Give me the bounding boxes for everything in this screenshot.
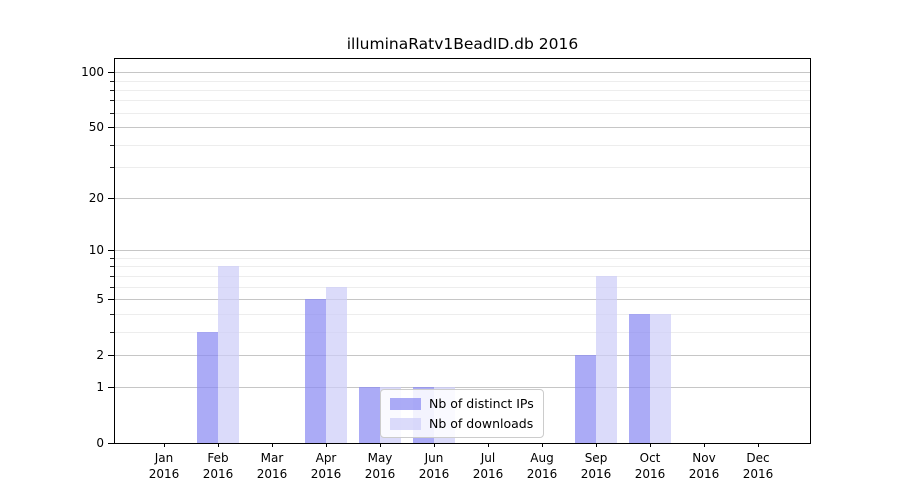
plot-area: Nb of distinct IPs Nb of downloads <box>114 58 811 444</box>
ytick-mark-minor-7 <box>110 275 114 277</box>
gridline-2 <box>115 354 810 356</box>
legend-swatch-downloads <box>390 417 421 430</box>
ytick-mark-minor-6 <box>110 286 114 288</box>
xtick-mark-nov <box>704 443 705 447</box>
xtick-label-jun: Jun 2016 <box>418 451 450 481</box>
legend-label-distinct-ips: Nb of distinct IPs <box>429 396 534 411</box>
ytick-label-0: 0 <box>96 436 104 450</box>
ytick-mark-minor-30 <box>110 167 114 169</box>
xtick-mark-jul <box>488 443 489 447</box>
gridline-minor-3 <box>115 331 810 333</box>
gridline-100 <box>115 72 810 74</box>
gridline-50 <box>115 127 810 129</box>
gridline-10 <box>115 250 810 252</box>
ytick-mark-5 <box>108 299 114 301</box>
legend-swatch-distinct-ips <box>390 397 421 410</box>
xtick-label-jul: Jul 2016 <box>472 451 504 481</box>
ytick-mark-minor-70 <box>110 100 114 102</box>
chart-title: illuminaRatv1BeadID.db 2016 <box>346 35 579 53</box>
ytick-label-5: 5 <box>96 292 104 307</box>
xtick-mark-oct <box>650 443 651 447</box>
bar-nb-of-distinct-ips-feb <box>197 331 218 443</box>
xtick-mark-may <box>380 443 381 447</box>
gridline-minor-30 <box>115 167 810 169</box>
legend-label-downloads: Nb of downloads <box>429 416 534 431</box>
xtick-mark-dec <box>758 443 759 447</box>
ytick-label-10: 10 <box>88 243 104 258</box>
xtick-label-oct: Oct 2016 <box>634 451 666 481</box>
gridline-minor-40 <box>115 144 810 146</box>
ytick-mark-1 <box>108 387 114 389</box>
ytick-mark-minor-9 <box>110 257 114 259</box>
legend-item-distinct-ips: Nb of distinct IPs <box>390 396 534 411</box>
bar-nb-of-distinct-ips-apr <box>305 299 326 443</box>
xtick-mark-apr <box>326 443 327 447</box>
ytick-mark-2 <box>108 354 114 356</box>
ytick-mark-minor-90 <box>110 80 114 82</box>
xtick-label-jan: Jan 2016 <box>148 451 180 481</box>
xtick-mark-feb <box>218 443 219 447</box>
bar-nb-of-distinct-ips-oct <box>629 313 650 443</box>
bar-nb-of-downloads-feb <box>218 266 239 443</box>
ytick-mark-0 <box>108 443 114 444</box>
ytick-mark-20 <box>108 198 114 200</box>
ytick-label-100: 100 <box>81 65 104 80</box>
xtick-mark-jan <box>164 443 165 447</box>
bar-nb-of-downloads-apr <box>326 286 347 443</box>
ytick-mark-minor-8 <box>110 266 114 268</box>
gridline-minor-9 <box>115 257 810 259</box>
gridline-minor-8 <box>115 266 810 268</box>
ytick-mark-10 <box>108 250 114 252</box>
xtick-mark-jun <box>434 443 435 447</box>
gridline-minor-90 <box>115 80 810 82</box>
xtick-label-may: May 2016 <box>364 451 396 481</box>
xtick-mark-aug <box>542 443 543 447</box>
gridline-20 <box>115 198 810 200</box>
gridline-minor-4 <box>115 313 810 315</box>
ytick-label-20: 20 <box>88 191 104 206</box>
xtick-label-mar: Mar 2016 <box>256 451 288 481</box>
legend-item-downloads: Nb of downloads <box>390 416 534 431</box>
ytick-mark-minor-60 <box>110 112 114 114</box>
xtick-mark-sep <box>596 443 597 447</box>
gridline-minor-70 <box>115 100 810 102</box>
ytick-mark-50 <box>108 127 114 129</box>
ytick-label-1: 1 <box>96 380 104 395</box>
bar-nb-of-distinct-ips-sep <box>575 354 596 443</box>
xtick-label-feb: Feb 2016 <box>202 451 234 481</box>
gridline-minor-80 <box>115 89 810 91</box>
ytick-mark-100 <box>108 72 114 74</box>
ytick-mark-minor-4 <box>110 313 114 315</box>
xtick-label-apr: Apr 2016 <box>310 451 342 481</box>
xtick-label-aug: Aug 2016 <box>526 451 558 481</box>
gridline-minor-6 <box>115 286 810 288</box>
gridline-5 <box>115 299 810 301</box>
xtick-label-dec: Dec 2016 <box>742 451 774 481</box>
bar-nb-of-downloads-oct <box>650 313 671 443</box>
ytick-mark-minor-3 <box>110 331 114 333</box>
xtick-mark-mar <box>272 443 273 447</box>
ytick-mark-minor-80 <box>110 89 114 91</box>
bar-nb-of-distinct-ips-may <box>359 387 380 443</box>
gridline-minor-7 <box>115 275 810 277</box>
gridline-minor-60 <box>115 112 810 114</box>
xtick-label-nov: Nov 2016 <box>688 451 720 481</box>
bar-nb-of-downloads-sep <box>596 275 617 443</box>
gridline-1 <box>115 387 810 389</box>
ytick-label-2: 2 <box>96 347 104 362</box>
legend: Nb of distinct IPs Nb of downloads <box>380 389 544 438</box>
xtick-label-sep: Sep 2016 <box>580 451 612 481</box>
ytick-label-50: 50 <box>88 120 104 135</box>
ytick-mark-minor-40 <box>110 144 114 146</box>
